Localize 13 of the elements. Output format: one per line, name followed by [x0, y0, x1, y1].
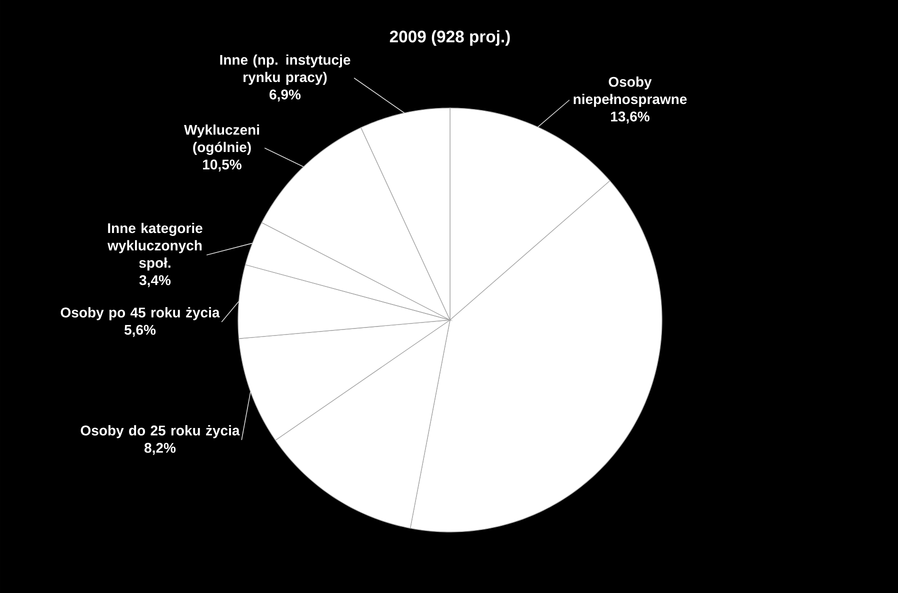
data-label: 6,9%	[270, 90, 301, 102]
data-label: 5,6%	[124, 324, 156, 337]
slice-label: Osoby do 25 roku życia	[80, 425, 240, 438]
data-label: 13,6%	[611, 112, 650, 124]
data-label: 3,4%	[139, 275, 171, 288]
slice-label: Inne (np. instytucje rynku pracy)	[220, 54, 350, 85]
slice-label: Wykluczeni (ogólnie)	[184, 124, 260, 155]
data-label: 8,2%	[144, 442, 176, 455]
chart-title: 2009 (928 proj.)	[390, 30, 510, 46]
slice-label: Osoby po 45 roku życia	[60, 307, 220, 320]
slice-label: Inne kategorie wykluczonych społ.	[108, 222, 202, 271]
slice-label: Osoby niepełnosprawne	[574, 76, 687, 107]
data-label: 10,5%	[203, 160, 242, 172]
